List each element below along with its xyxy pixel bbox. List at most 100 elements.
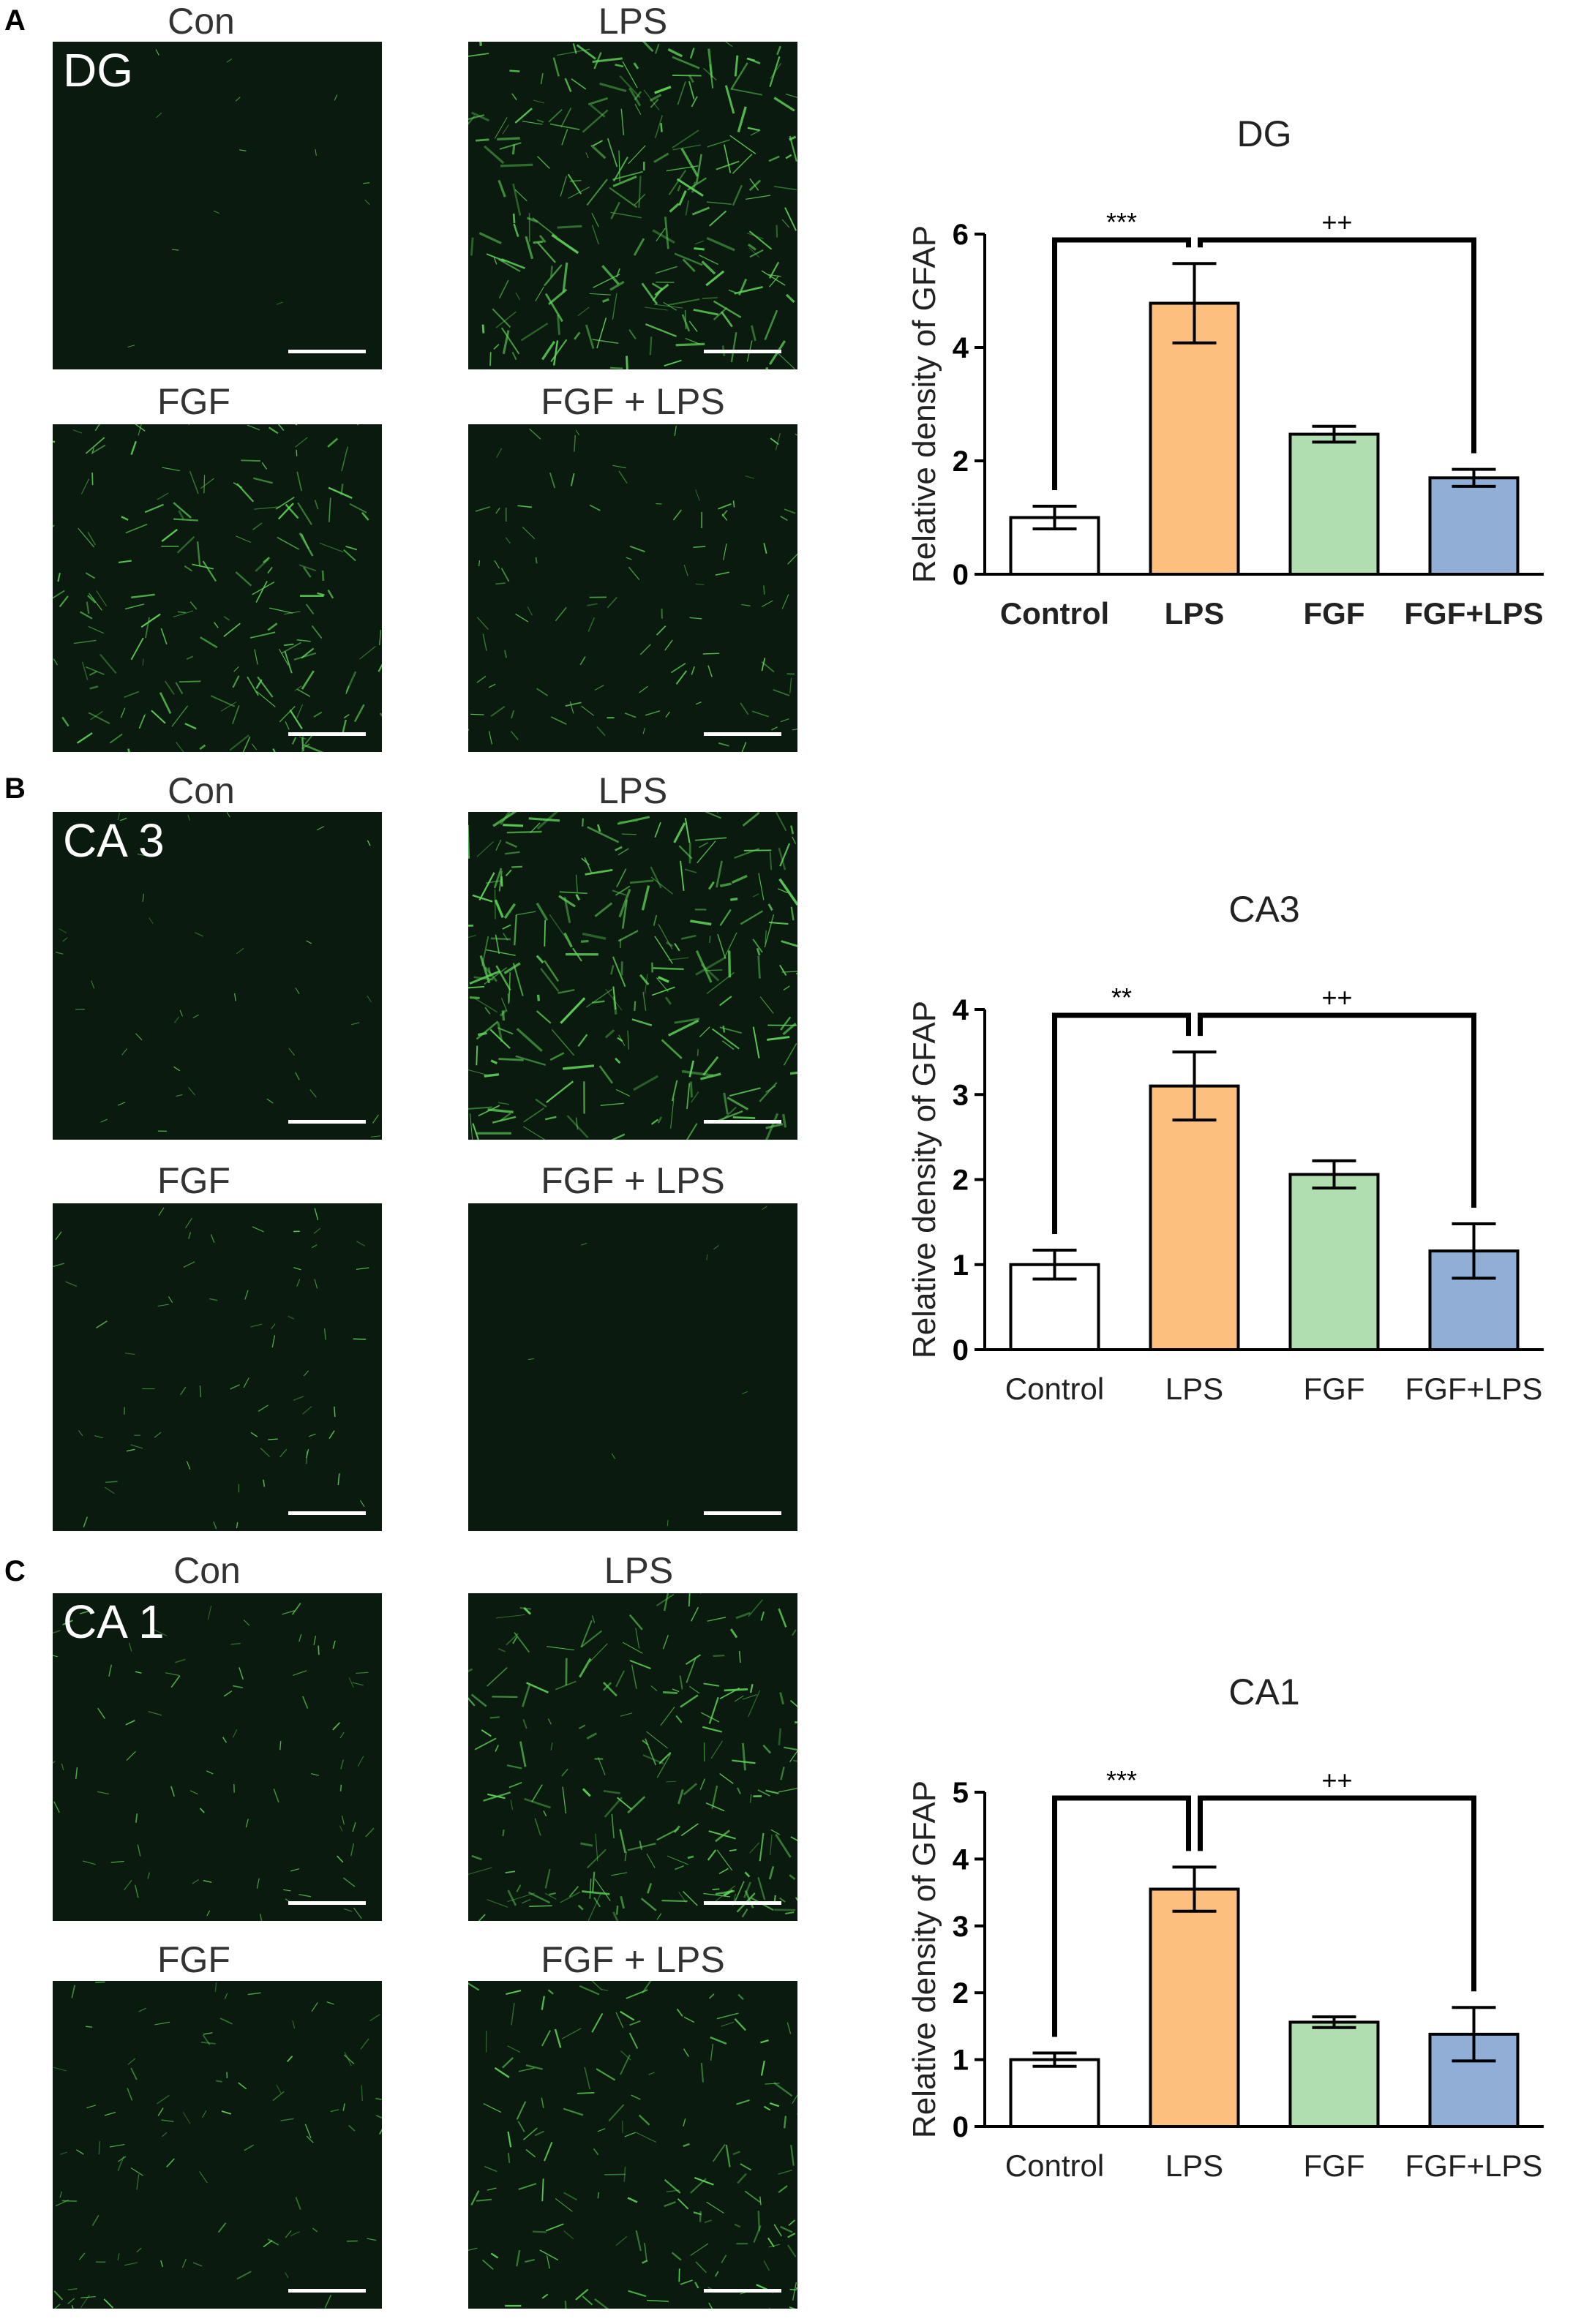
astrocyte-process [779, 848, 785, 870]
astrocyte-process [581, 941, 588, 942]
astrocyte-process [367, 2238, 377, 2240]
astrocyte-process [506, 538, 510, 544]
astrocyte-process [353, 1908, 361, 1919]
astrocyte-process [269, 608, 293, 613]
astrocyte-process [628, 2291, 646, 2296]
astrocyte-process [53, 1761, 55, 1769]
micrograph-texture [53, 424, 382, 752]
astrocyte-process [540, 2250, 558, 2260]
astrocyte-process [83, 1517, 87, 1527]
micrograph-texture [53, 1203, 382, 1531]
astrocyte-process [477, 617, 488, 630]
astrocyte-process [81, 479, 89, 494]
astrocyte-process [277, 538, 299, 549]
astrocyte-process [789, 2220, 795, 2225]
astrocyte-process [516, 614, 528, 622]
astrocyte-process [769, 157, 779, 161]
astrocyte-process [657, 1829, 679, 1840]
astrocyte-process [738, 1995, 743, 2000]
astrocyte-process [677, 81, 686, 105]
astrocyte-process [707, 1617, 726, 1621]
astrocyte-process [647, 2301, 669, 2302]
astrocyte-process [685, 869, 696, 873]
astrocyte-process [698, 1049, 699, 1056]
astrocyte-process [629, 330, 636, 339]
astrocyte-process [227, 59, 232, 63]
bar-fgf [1291, 435, 1378, 574]
astrocyte-process [665, 640, 672, 650]
astrocyte-process [700, 2211, 701, 2222]
astrocyte-process [656, 266, 677, 273]
astrocyte-process [131, 2068, 137, 2080]
astrocyte-process [198, 541, 200, 566]
astrocyte-process [771, 1830, 780, 1835]
astrocyte-process [128, 749, 131, 752]
astrocyte-process [560, 892, 587, 893]
scale-bar [704, 2289, 781, 2293]
astrocyte-process [149, 918, 153, 924]
astrocyte-process [571, 473, 574, 486]
astrocyte-process [620, 1830, 626, 1853]
astrocyte-process [168, 1296, 172, 1303]
astrocyte-process [183, 2112, 190, 2124]
astrocyte-process [743, 1743, 745, 1770]
astrocyte-process [729, 951, 730, 978]
astrocyte-process [83, 1861, 96, 1865]
astrocyte-process [579, 1906, 583, 1910]
astrocyte-process [119, 561, 132, 563]
astrocyte-process [718, 743, 729, 746]
astrocyte-process [667, 1856, 688, 1865]
astrocyte-process [358, 424, 367, 425]
astrocyte-process [233, 1686, 243, 1688]
astrocyte-process [90, 686, 98, 688]
astrocyte-process [309, 1434, 315, 1436]
astrocyte-process [585, 870, 613, 874]
astrocyte-process [126, 524, 147, 533]
astrocyte-process [587, 179, 607, 205]
astrocyte-process [596, 1834, 598, 1862]
astrocyte-process [473, 1124, 481, 1140]
astrocyte-process [619, 471, 627, 484]
astrocyte-process [609, 2105, 624, 2121]
astrocyte-process [582, 110, 607, 132]
astrocyte-process [717, 2013, 738, 2018]
astrocyte-process [564, 2231, 574, 2239]
astrocyte-process [105, 2113, 116, 2116]
astrocyte-process [533, 100, 544, 103]
astrocyte-process [131, 638, 143, 660]
astrocyte-process [634, 238, 644, 255]
astrocyte-process [224, 1691, 232, 1696]
astrocyte-process [592, 225, 598, 244]
astrocyte-process [735, 2225, 740, 2227]
astrocyte-process [574, 435, 575, 452]
astrocyte-process [598, 1757, 605, 1775]
micro-label-b-con: Con [37, 770, 366, 812]
astrocyte-process [612, 890, 626, 895]
astrocyte-process [505, 904, 514, 918]
astrocyte-process [476, 1021, 497, 1039]
astrocyte-process [53, 2304, 60, 2309]
astrocyte-process [366, 1828, 374, 1837]
astrocyte-process [339, 1826, 342, 1832]
astrocyte-process [491, 2254, 497, 2258]
scale-bar [704, 1511, 781, 1515]
astrocyte-process [724, 1689, 748, 1691]
astrocyte-process [124, 424, 145, 431]
astrocyte-process [776, 433, 780, 450]
astrocyte-process [687, 1083, 689, 1109]
astrocyte-process [778, 1789, 797, 1792]
astrocyte-process [56, 952, 63, 955]
astrocyte-process [668, 299, 699, 305]
astrocyte-process [782, 595, 789, 609]
astrocyte-process [495, 900, 503, 917]
astrocyte-process [721, 2022, 734, 2026]
astrocyte-process [351, 1023, 359, 1025]
astrocyte-process [298, 1895, 311, 1897]
astrocyte-process [475, 999, 497, 1012]
astrocyte-process [781, 516, 788, 521]
astrocyte-process [552, 1029, 574, 1055]
bar-lps [1151, 1086, 1239, 1350]
astrocyte-process [666, 712, 669, 718]
astrocyte-process [509, 972, 511, 1002]
